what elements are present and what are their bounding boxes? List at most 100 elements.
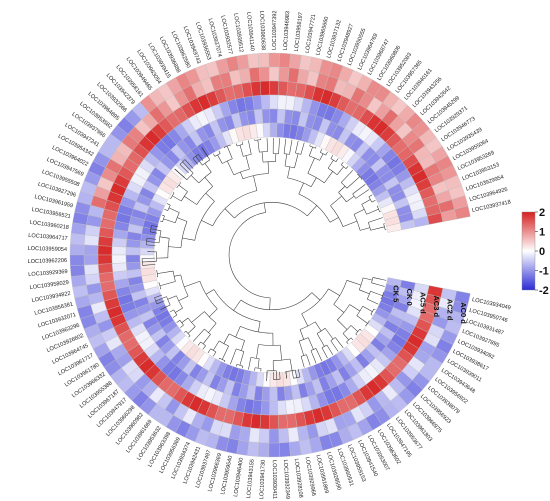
gene-label: LOC103930411 bbox=[271, 460, 277, 499]
dendrogram-arc bbox=[234, 202, 308, 219]
dendrogram-branch bbox=[182, 161, 194, 174]
dendrogram-branch bbox=[361, 199, 371, 205]
dendrogram-arc bbox=[316, 328, 326, 334]
heatmap-cell bbox=[268, 52, 280, 68]
heatmap-cell bbox=[335, 143, 350, 160]
dendrogram-arc bbox=[341, 182, 348, 189]
heatmap-cell bbox=[146, 206, 163, 218]
dendrogram-arc bbox=[330, 205, 344, 227]
dendrogram-branch bbox=[195, 156, 203, 166]
dendrogram-branch bbox=[326, 344, 334, 356]
heatmap-cell bbox=[84, 224, 101, 237]
dendrogram-arc bbox=[242, 173, 269, 180]
dendrogram-branch bbox=[368, 218, 379, 223]
dendrogram-branch bbox=[261, 151, 264, 163]
heatmap-cell bbox=[268, 66, 280, 82]
dendrogram-branch bbox=[256, 344, 259, 359]
heatmap-cell bbox=[190, 348, 206, 364]
heatmap-cell bbox=[341, 346, 356, 363]
heatmap-cell bbox=[313, 362, 326, 379]
dendrogram-arc bbox=[194, 201, 215, 241]
dendrogram-branch bbox=[172, 195, 182, 202]
dendrogram-branch bbox=[241, 340, 245, 351]
dendrogram-branch bbox=[188, 335, 191, 338]
gene-label: LOC103960638 bbox=[258, 11, 266, 51]
ring-label: AC0 d bbox=[459, 302, 468, 324]
dendrogram-arc bbox=[186, 172, 194, 180]
heatmap-cell bbox=[151, 303, 168, 317]
dendrogram-arc bbox=[299, 321, 316, 330]
dendrogram-branch bbox=[346, 280, 362, 286]
dendrogram-branch bbox=[226, 160, 235, 175]
dendrogram-arc bbox=[212, 190, 257, 227]
dendrogram-branch bbox=[187, 326, 196, 334]
dendrogram-arc bbox=[333, 280, 348, 305]
heatmap-cell bbox=[324, 136, 338, 153]
ring-label: AC3 d bbox=[432, 295, 441, 317]
dendrogram-branch bbox=[240, 171, 244, 179]
dendrogram-branch bbox=[184, 159, 194, 169]
dendrogram-branch bbox=[346, 341, 349, 345]
dendrogram-branch bbox=[349, 304, 361, 312]
heatmap-cell bbox=[221, 363, 234, 380]
dendrogram-branch bbox=[352, 184, 366, 195]
dendrogram-arc bbox=[158, 230, 162, 243]
dendrogram-branch bbox=[235, 143, 238, 147]
dendrogram-branch bbox=[309, 144, 311, 147]
dendrogram-arc bbox=[180, 221, 188, 248]
heatmap-cell bbox=[170, 330, 186, 346]
heatmap-cell bbox=[84, 264, 100, 276]
dendrogram-branch bbox=[289, 358, 293, 371]
dendrogram-branch bbox=[280, 345, 282, 361]
dendrogram-arc bbox=[284, 165, 295, 169]
dendrogram-arc bbox=[224, 144, 231, 148]
heatmap-cell bbox=[289, 53, 302, 70]
dendrogram-branch bbox=[242, 141, 244, 145]
dendrogram-arc bbox=[180, 274, 189, 297]
heatmap-cell bbox=[208, 358, 222, 375]
gene-label: LOC103959540 bbox=[220, 455, 234, 495]
heatmap-cell bbox=[196, 351, 211, 368]
dendrogram-branch bbox=[168, 246, 181, 248]
dendrogram-branch bbox=[202, 345, 206, 350]
heatmap-cell bbox=[259, 414, 270, 430]
legend-tick-label: 0 bbox=[539, 246, 545, 258]
heatmap-cell bbox=[260, 94, 270, 110]
dendrogram-branch bbox=[263, 202, 266, 213]
heatmap-cell bbox=[202, 138, 216, 155]
heatmap-cell bbox=[282, 371, 292, 387]
dendrogram-branch bbox=[370, 314, 373, 316]
dendrogram-branch bbox=[345, 165, 349, 169]
heatmap-cell bbox=[162, 320, 178, 335]
dendrogram-branch bbox=[333, 304, 345, 313]
dendrogram-branch bbox=[204, 163, 212, 173]
dendrogram-branch bbox=[146, 241, 160, 244]
heatmap-cell bbox=[282, 123, 292, 139]
dendrogram-branch bbox=[146, 244, 156, 246]
heatmap-cell bbox=[248, 123, 258, 140]
dendrogram-branch bbox=[230, 360, 233, 365]
dendrogram-arc bbox=[284, 153, 290, 155]
dendrogram-branch bbox=[335, 158, 339, 162]
dendrogram-branch bbox=[192, 339, 195, 342]
heatmap-cell bbox=[307, 365, 319, 382]
dendrogram-arc bbox=[204, 311, 217, 324]
dendrogram-branch bbox=[310, 350, 317, 364]
dendrogram-branch bbox=[159, 220, 163, 223]
heatmap-cell bbox=[158, 181, 175, 195]
dendrogram-branch bbox=[306, 354, 311, 366]
dendrogram-branch bbox=[161, 214, 165, 217]
dendrogram-arc bbox=[381, 292, 384, 299]
heatmap-cell bbox=[69, 243, 85, 256]
dendrogram-arc bbox=[187, 317, 196, 327]
heatmap-cell bbox=[248, 370, 258, 387]
dendrogram-arc bbox=[330, 158, 337, 163]
dendrogram-branch bbox=[180, 324, 184, 328]
dendrogram-branch bbox=[257, 139, 260, 153]
heatmap-cell bbox=[287, 67, 300, 84]
heatmap-cell bbox=[84, 234, 100, 246]
gene-label: LOC103947392 bbox=[272, 10, 278, 50]
heatmap-cell bbox=[154, 309, 171, 323]
dendrogram-branch bbox=[366, 208, 379, 215]
dendrogram-branch bbox=[201, 147, 211, 161]
